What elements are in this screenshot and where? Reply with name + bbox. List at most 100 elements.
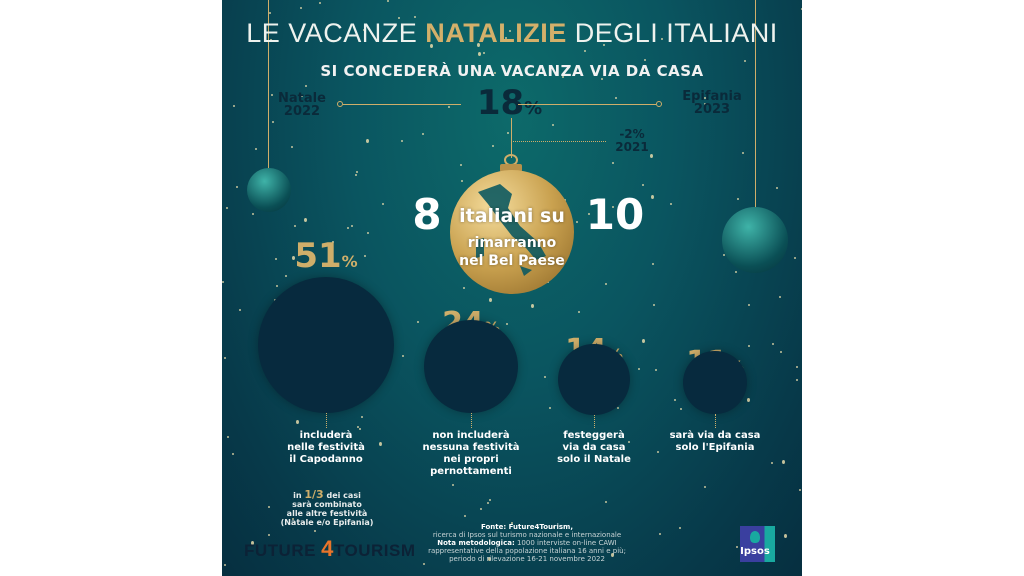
sparkle	[552, 124, 555, 127]
sparkle	[543, 375, 546, 378]
sparkle	[657, 450, 660, 453]
sparkle	[363, 29, 366, 32]
sparkle	[617, 407, 620, 410]
timeline-left-dot	[337, 101, 343, 107]
sparkle	[650, 194, 654, 199]
stat-bubble	[558, 343, 630, 415]
sparkle	[267, 506, 270, 509]
sparkle	[275, 284, 278, 287]
sparkle	[413, 15, 416, 18]
stat-connector	[471, 413, 472, 428]
sparkle	[423, 562, 426, 565]
sparkle	[610, 553, 614, 558]
sparkle	[748, 345, 751, 348]
gold-ornament-italy	[450, 170, 574, 294]
sparkle	[776, 187, 778, 190]
sparkle	[611, 161, 614, 164]
sparkle	[355, 170, 358, 173]
sparkle	[779, 350, 782, 353]
sparkle	[331, 241, 334, 244]
sparkle	[378, 441, 382, 446]
sparkle	[318, 1, 321, 4]
sparkle	[530, 304, 534, 309]
sparkle	[359, 427, 362, 430]
sparkle	[304, 217, 308, 222]
sparkle	[611, 205, 614, 208]
sparkle	[578, 311, 581, 314]
sparkle	[489, 498, 492, 501]
sparkle	[723, 254, 726, 257]
page-title: LE VACANZE NATALIZIE DEGLI ITALIANI	[246, 18, 778, 48]
ornament-caption: rimarranno nel Bel Paese	[459, 235, 565, 269]
sparkle	[744, 60, 747, 63]
sparkle	[314, 530, 317, 533]
sparkle	[361, 416, 364, 419]
sparkle	[734, 271, 737, 274]
sparkle	[354, 173, 357, 176]
sparkle	[301, 94, 304, 97]
sparkle	[793, 256, 796, 259]
sparkle	[320, 458, 323, 461]
ornament-right-number: 10	[585, 190, 645, 239]
sparkle	[552, 526, 555, 529]
sparkle	[254, 147, 257, 150]
sparkle	[628, 441, 631, 444]
sparkle	[505, 36, 508, 39]
right-bauble	[722, 207, 788, 273]
subtitle: SI CONCEDERÀ UNA VACANZA VIA DA CASA	[320, 62, 704, 80]
sparkle	[401, 354, 404, 357]
sparkle	[460, 163, 463, 166]
sparkle	[604, 500, 607, 503]
stat-description: sarà via da casa solo l'Epifania	[669, 430, 761, 453]
sparkle	[491, 144, 494, 147]
sparkle	[291, 517, 294, 520]
timeline-left-line	[343, 104, 461, 105]
sparkle	[548, 406, 551, 409]
sparkle	[649, 153, 653, 158]
sparkle	[398, 16, 401, 19]
sparkle	[488, 297, 492, 302]
sparkle	[614, 97, 617, 100]
sparkle	[703, 102, 706, 105]
sparkle	[600, 78, 603, 81]
sparkle	[222, 280, 225, 283]
sparkle	[382, 203, 385, 206]
sparkle	[285, 275, 288, 278]
sparkle	[655, 368, 658, 371]
sparkle	[226, 435, 229, 438]
stat-connector	[326, 413, 327, 428]
stat-description: non includerà nessuna festività nei propri…	[422, 430, 520, 477]
sparkle	[587, 213, 590, 216]
sparkle	[747, 304, 750, 307]
sparkle	[224, 356, 227, 359]
sparkle	[357, 426, 360, 429]
italy-map-icon	[476, 184, 546, 276]
sparkle	[741, 152, 744, 155]
sparkle	[235, 186, 238, 189]
left-ornament-string	[268, 0, 269, 168]
sparkle	[305, 84, 308, 87]
sparkle	[252, 212, 254, 215]
timeline-right: Epifania 2023	[682, 89, 742, 117]
sparkle	[661, 38, 664, 41]
sparkle	[430, 44, 434, 49]
ornament-left-number: 8	[412, 190, 442, 239]
sparkle	[506, 323, 509, 325]
sparkle	[674, 399, 677, 402]
sparkle	[232, 105, 235, 108]
sparkle	[678, 526, 681, 529]
sparkle	[783, 533, 787, 538]
sparkle	[796, 365, 799, 368]
sparkle	[703, 485, 706, 488]
sparkle	[226, 207, 229, 210]
sparkle	[670, 202, 673, 205]
timeline-value: 18%	[476, 83, 543, 123]
sparkle	[583, 49, 586, 52]
timeline-delta: -2% 2021	[615, 127, 649, 154]
sparkle	[487, 557, 491, 562]
sparkle	[798, 488, 801, 491]
sparkle	[659, 532, 662, 535]
sparkle	[703, 97, 706, 100]
sparkle	[796, 379, 799, 382]
stat-value: 51%	[294, 236, 358, 276]
